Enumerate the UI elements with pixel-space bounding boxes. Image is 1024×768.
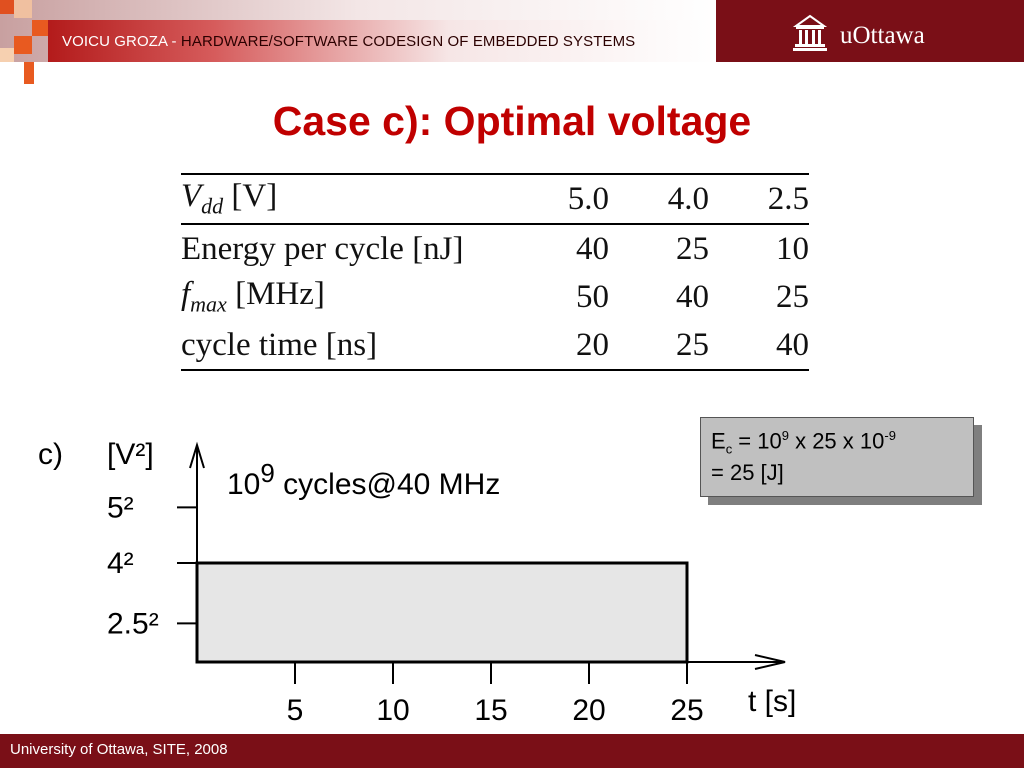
table-cell: 25 bbox=[609, 321, 709, 371]
table-cell: 50 bbox=[576, 278, 609, 315]
energy-note: Ec = 109 x 25 x 10-9 = 25 [J] bbox=[700, 417, 974, 497]
x-tick-label: 5 bbox=[287, 694, 304, 727]
table-cell: 40 bbox=[576, 230, 609, 267]
decor-square bbox=[0, 48, 14, 62]
table-row: cycle time [ns] 20 25 40 bbox=[181, 321, 809, 371]
x-tick-label: 10 bbox=[376, 694, 409, 727]
energy-area bbox=[195, 561, 689, 664]
x-axis-arrow bbox=[754, 654, 786, 670]
row-label: cycle time [ns] bbox=[181, 321, 509, 371]
energy-formula: Ec = 109 x 25 x 10-9 bbox=[711, 428, 896, 457]
building-icon bbox=[792, 14, 828, 51]
cycles-annotation: 109 cycles@40 MHz bbox=[227, 458, 500, 501]
header-bar bbox=[48, 20, 716, 62]
decor-square bbox=[24, 62, 34, 84]
x-tick-label: 20 bbox=[572, 694, 605, 727]
decor-square bbox=[0, 0, 14, 14]
table-cell: 10 bbox=[776, 230, 809, 267]
table-row: Vdd [V] 5.0 4.0 2.5 bbox=[181, 173, 809, 225]
x-axis-label: t [s] bbox=[748, 685, 796, 718]
x-tick-label: 25 bbox=[670, 694, 703, 727]
table-cell: 25 bbox=[676, 230, 709, 267]
y-axis-label: [V²] bbox=[107, 438, 154, 471]
logo-wordmark: uOttawa bbox=[840, 22, 925, 49]
footer-bar bbox=[0, 734, 1024, 768]
case-label: c) bbox=[38, 438, 63, 471]
row-label: fmax [MHz] bbox=[181, 276, 325, 317]
table-cell: 25 bbox=[776, 278, 809, 315]
y-tick-label: 5² bbox=[107, 491, 134, 524]
voltage-table: Vdd [V] 5.0 4.0 2.5 Energy per cycle [nJ… bbox=[181, 173, 809, 371]
table-cell: 20 bbox=[509, 321, 609, 371]
table-row: fmax [MHz] 50 40 25 bbox=[181, 273, 809, 321]
slide-title: Case c): Optimal voltage bbox=[272, 98, 752, 144]
row-label: Energy per cycle [nJ] bbox=[181, 230, 464, 267]
y-tick-label: 2.5² bbox=[107, 607, 159, 640]
y-tick-label: 4² bbox=[107, 547, 134, 580]
table-cell: 4.0 bbox=[609, 173, 709, 225]
energy-result: = 25 [J] bbox=[711, 460, 784, 485]
decor-square bbox=[14, 0, 32, 18]
footer-text: University of Ottawa, SITE, 2008 bbox=[10, 741, 228, 758]
course-name: HARDWARE/SOFTWARE CODESIGN OF EMBEDDED S… bbox=[180, 33, 636, 50]
table-cell: 5.0 bbox=[509, 173, 609, 225]
voltage-time-chart: 5² 4² 2.5² 5 10 15 20 25 c) [V²] t [s] 109 cycles@4… bbox=[38, 438, 796, 727]
row-label: Vdd [V] bbox=[181, 173, 509, 225]
table-cell: 40 bbox=[676, 278, 709, 315]
logo-block bbox=[716, 0, 1024, 62]
decor-square bbox=[32, 20, 48, 36]
table-cell: 2.5 bbox=[709, 173, 809, 225]
course-title: VOICU GROZA - HARDWARE/SOFTWARE CODESIGN… bbox=[62, 33, 636, 50]
decor-square bbox=[14, 36, 32, 54]
y-axis-arrow bbox=[189, 441, 205, 469]
table-row: Energy per cycle [nJ] 40 25 10 bbox=[181, 224, 809, 273]
table-cell: 40 bbox=[709, 321, 809, 371]
x-tick-label: 15 bbox=[474, 694, 507, 727]
